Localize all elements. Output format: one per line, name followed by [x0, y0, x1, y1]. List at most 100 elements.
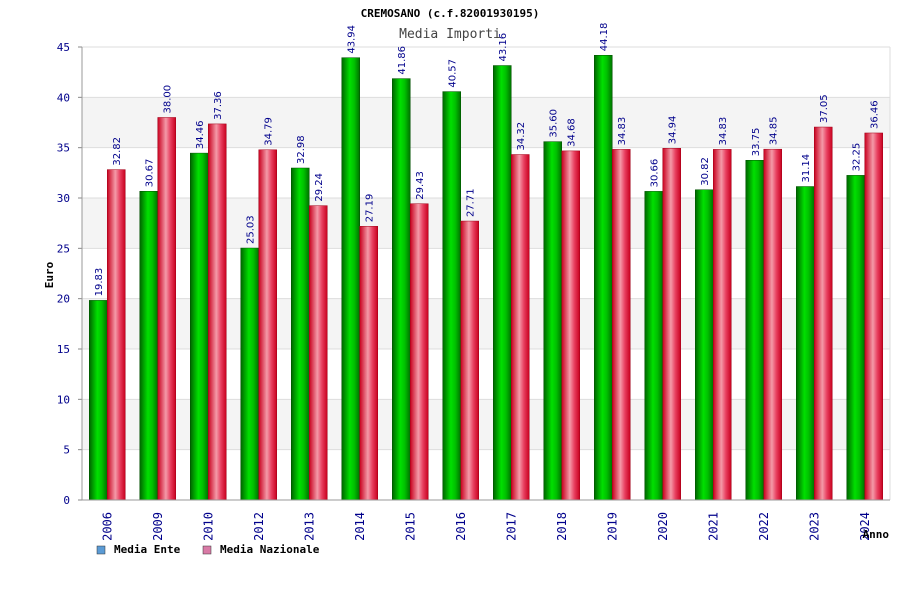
- chart-title: CREMOSANO (c.f.82001930195): [361, 7, 540, 20]
- y-tick-label: 5: [63, 444, 70, 457]
- bar-media-nazionale-2016: [460, 220, 479, 501]
- y-tick-label: 25: [57, 242, 70, 255]
- bar-media-nazionale-2023: [814, 126, 833, 501]
- bar-media-nazionale-2006: [107, 169, 126, 501]
- legend-label-media-nazionale: Media Nazionale: [220, 543, 320, 556]
- bar-media-nazionale-2012: [258, 149, 277, 501]
- x-tick-label-2017: 2017: [504, 512, 518, 541]
- y-tick-label: 45: [57, 41, 70, 54]
- plot-band: [82, 47, 890, 98]
- x-tick-label-2006: 2006: [100, 512, 114, 541]
- bar-media-nazionale-2015: [410, 203, 429, 501]
- value-label-media-nazionale-2024: 36.46: [870, 100, 881, 129]
- bar-media-nazionale-2013: [309, 205, 328, 501]
- bar-media-ente-2012: [240, 247, 259, 501]
- bar-media-nazionale-2010: [208, 123, 227, 501]
- bar-media-nazionale-2020: [662, 148, 681, 501]
- legend-swatch-media-nazionale: [202, 545, 212, 555]
- legend: Media Ente Media Nazionale: [96, 543, 320, 556]
- x-axis: 2006 2009 2010 2012 2013 2014 2015 2016 2017 2018…: [82, 499, 890, 541]
- value-label-media-ente-2017: 43.16: [498, 33, 509, 62]
- x-tick-label-2012: 2012: [252, 512, 266, 541]
- bar-media-ente-2010: [190, 152, 209, 501]
- bars-group: [89, 55, 883, 501]
- value-label-media-ente-2022: 33.75: [751, 128, 762, 157]
- x-tick-label-2022: 2022: [757, 512, 771, 541]
- value-label-media-nazionale-2012: 34.79: [264, 117, 275, 146]
- bar-media-ente-2017: [493, 65, 512, 501]
- x-tick-label-2015: 2015: [403, 512, 417, 541]
- value-label-media-nazionale-2019: 34.83: [617, 117, 628, 146]
- y-tick-label: 30: [57, 192, 70, 205]
- x-tick-label-2021: 2021: [706, 512, 720, 541]
- bar-media-ente-2013: [291, 167, 310, 501]
- value-label-media-ente-2023: 31.14: [801, 154, 812, 183]
- value-label-media-ente-2015: 41.86: [397, 46, 408, 75]
- bar-media-nazionale-2022: [763, 148, 782, 501]
- x-tick-label-2013: 2013: [302, 512, 316, 541]
- value-label-media-nazionale-2018: 34.68: [567, 118, 578, 147]
- value-label-media-nazionale-2015: 29.43: [415, 171, 426, 200]
- value-label-media-ente-2013: 32.98: [296, 135, 307, 164]
- value-label-media-nazionale-2020: 34.94: [668, 116, 679, 145]
- x-tick-label-2020: 2020: [656, 512, 670, 541]
- legend-swatch-media-ente: [96, 545, 106, 555]
- value-label-media-nazionale-2023: 37.05: [819, 94, 830, 123]
- bar-media-ente-2019: [594, 55, 613, 501]
- bar-media-ente-2024: [846, 175, 865, 501]
- x-tick-label-2014: 2014: [353, 512, 367, 541]
- x-tick-label-2019: 2019: [605, 512, 619, 541]
- value-label-media-ente-2010: 34.46: [195, 120, 206, 149]
- x-axis-label: Anno: [863, 528, 890, 541]
- bar-media-ente-2023: [796, 186, 815, 501]
- x-tick-label-2024: 2024: [858, 512, 872, 541]
- bar-media-nazionale-2014: [359, 226, 378, 501]
- bar-media-nazionale-2019: [612, 149, 631, 501]
- bar-media-nazionale-2024: [864, 132, 883, 501]
- y-axis-label: Euro: [43, 261, 56, 288]
- y-tick-label: 10: [57, 393, 70, 406]
- value-label-media-nazionale-2022: 34.85: [769, 117, 780, 146]
- bar-media-nazionale-2017: [511, 154, 530, 501]
- bar-media-ente-2009: [139, 191, 158, 501]
- y-tick-label: 40: [57, 91, 70, 104]
- value-label-media-nazionale-2009: 38.00: [163, 85, 174, 114]
- value-label-media-nazionale-2010: 37.36: [213, 91, 224, 120]
- value-label-media-ente-2021: 30.82: [700, 157, 711, 186]
- value-label-media-nazionale-2016: 27.71: [466, 188, 477, 217]
- bar-media-ente-2016: [442, 91, 461, 501]
- chart-subtitle: Media Importi: [399, 27, 501, 42]
- bar-media-nazionale-2021: [713, 149, 732, 501]
- bar-media-ente-2018: [543, 141, 562, 501]
- bar-media-ente-2022: [745, 160, 764, 501]
- value-label-media-nazionale-2013: 29.24: [314, 173, 325, 202]
- bar-media-nazionale-2009: [157, 117, 176, 501]
- bar-media-ente-2006: [89, 300, 108, 501]
- x-tick-label-2010: 2010: [201, 512, 215, 541]
- value-label-media-nazionale-2006: 32.82: [112, 137, 123, 166]
- value-label-media-ente-2024: 32.25: [852, 143, 863, 172]
- value-label-media-nazionale-2014: 27.19: [365, 194, 376, 223]
- y-tick-label: 20: [57, 293, 70, 306]
- value-label-media-ente-2012: 25.03: [246, 215, 257, 244]
- bar-media-ente-2014: [341, 57, 360, 501]
- bar-media-ente-2021: [695, 189, 714, 501]
- bar-media-ente-2020: [644, 191, 663, 501]
- y-tick-label: 15: [57, 343, 70, 356]
- value-labels-group: 19.83 32.82 30.67 38.00 34.46 37.36 25.03 34.79…: [94, 23, 881, 297]
- value-label-media-ente-2006: 19.83: [94, 268, 105, 297]
- value-label-media-ente-2018: 35.60: [549, 109, 560, 138]
- value-label-media-ente-2019: 44.18: [599, 23, 610, 52]
- x-tick-label-2016: 2016: [454, 512, 468, 541]
- x-tick-label-2009: 2009: [151, 512, 165, 541]
- x-tick-label-2018: 2018: [555, 512, 569, 541]
- y-tick-label: 0: [63, 494, 70, 507]
- value-label-media-ente-2020: 30.66: [650, 159, 661, 188]
- bar-media-nazionale-2018: [561, 150, 580, 501]
- value-label-media-nazionale-2017: 34.32: [516, 122, 527, 151]
- y-axis: 0 5 10 15 20 25 30 35 40 45: [57, 41, 891, 507]
- value-label-media-ente-2014: 43.94: [347, 25, 358, 54]
- y-tick-label: 35: [57, 142, 70, 155]
- value-label-media-ente-2016: 40.57: [448, 59, 459, 88]
